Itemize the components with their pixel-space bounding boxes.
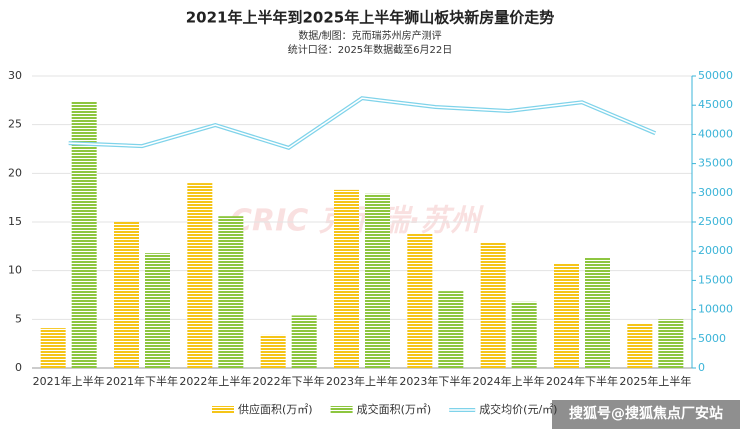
bar xyxy=(114,222,139,368)
x-tick-label: 2023年下半年 xyxy=(399,374,471,388)
bar xyxy=(145,253,170,368)
y-tick-label: 0 xyxy=(15,361,22,374)
bar xyxy=(511,301,537,368)
bar xyxy=(365,193,390,368)
y2-tick-label: 10000 xyxy=(698,303,733,316)
x-tick-label: 2021年上半年 xyxy=(33,374,105,388)
legend-swatch xyxy=(212,406,234,414)
y-tick-label: 20 xyxy=(8,166,22,179)
y2-tick-label: 30000 xyxy=(698,186,733,199)
y-tick-label: 15 xyxy=(8,215,22,228)
bar xyxy=(627,323,653,368)
y2-tick-label: 25000 xyxy=(698,215,733,228)
bar xyxy=(40,328,66,368)
y2-tick-label: 20000 xyxy=(698,244,733,257)
legend-swatch xyxy=(330,406,353,414)
y2-tick-label: 0 xyxy=(698,361,705,374)
chart-title: 2021年上半年到2025年上半年狮山板块新房量价走势 xyxy=(186,9,555,27)
y-tick-label: 10 xyxy=(8,264,22,277)
bar xyxy=(71,101,97,368)
y-tick-label: 5 xyxy=(15,312,22,325)
bar xyxy=(480,242,506,368)
bar xyxy=(291,315,317,368)
source-label: 搜狐号@搜狐焦点厂安站 xyxy=(569,405,723,422)
y2-tick-label: 35000 xyxy=(698,157,733,170)
bar xyxy=(407,233,433,368)
bar xyxy=(260,334,286,368)
x-tick-label: 2021年下半年 xyxy=(106,374,178,388)
bar xyxy=(585,258,610,368)
x-tick-label: 2025年上半年 xyxy=(619,374,691,388)
y2-tick-label: 5000 xyxy=(698,332,726,345)
legend-label: 成交面积(万㎡) xyxy=(357,402,432,416)
bar xyxy=(438,291,464,368)
y2-tick-label: 15000 xyxy=(698,273,733,286)
y2-tick-label: 45000 xyxy=(698,98,733,111)
legend-label: 成交均价(元/㎡) xyxy=(479,402,557,416)
bar xyxy=(334,189,359,368)
bar xyxy=(218,216,244,368)
x-tick-label: 2024年上半年 xyxy=(473,374,545,388)
y-tick-label: 30 xyxy=(8,69,22,82)
subtitle: 数据/制图：克而瑞苏州房产测评 xyxy=(298,29,441,42)
y2-tick-label: 50000 xyxy=(698,69,733,82)
x-tick-label: 2022年上半年 xyxy=(179,374,251,388)
x-tick-label: 2023年上半年 xyxy=(326,374,398,388)
line-inner xyxy=(68,97,656,149)
bar xyxy=(187,183,213,368)
source-badge xyxy=(552,400,740,429)
line-series xyxy=(68,96,657,151)
x-tick-label: 2024年下半年 xyxy=(546,374,618,388)
legend-label: 供应面积(万㎡) xyxy=(238,402,313,416)
y2-tick-label: 40000 xyxy=(698,127,733,140)
x-tick-label: 2022年下半年 xyxy=(253,374,325,388)
y-tick-label: 25 xyxy=(8,118,22,131)
bar xyxy=(658,319,684,368)
subtitle: 统计口径：2025年数据截至6月22日 xyxy=(288,43,453,56)
bar xyxy=(554,263,579,368)
